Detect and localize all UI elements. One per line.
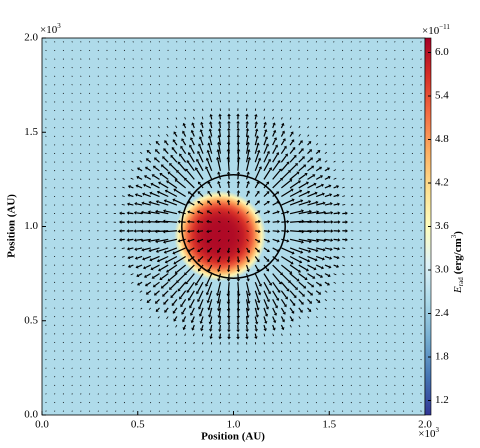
- colorbar-label: Erad(erg/cm3): [450, 231, 465, 294]
- field-peak: [174, 190, 267, 282]
- front-ring: [181, 174, 286, 279]
- x-axis-label: Position (AU): [201, 431, 265, 443]
- quiver: [45, 41, 422, 412]
- x-tick-label: 0.0: [35, 419, 49, 431]
- y-tick-label: 1.0: [24, 220, 38, 232]
- x-tick-label: 1.0: [227, 419, 241, 431]
- x-tick-label: 2.0: [418, 419, 432, 431]
- y-tick-label: 2.0: [24, 32, 38, 44]
- x-tick-label: 0.5: [131, 419, 145, 431]
- y-tick-label: 0.5: [24, 314, 38, 326]
- colorbar-tick-label: 5.4: [435, 90, 449, 102]
- y-axis-label: Position (AU): [6, 194, 18, 258]
- y-tick-label: 1.5: [24, 126, 38, 138]
- multiplier: ×10−11: [422, 23, 450, 37]
- multiplier: ×103: [40, 22, 61, 36]
- colorbar-tick-label: 4.2: [435, 177, 449, 189]
- colorbar-tick-label: 3.0: [435, 264, 449, 276]
- colorbar-tick-label: 6.0: [435, 46, 449, 58]
- colorbar-tick-label: 3.6: [435, 220, 449, 232]
- colorbar-tick-label: 1.2: [435, 394, 449, 406]
- y-tick-label: 0.0: [24, 409, 38, 421]
- colorbar-tick-label: 4.8: [435, 133, 449, 145]
- colorbar-tick-label: 2.4: [435, 307, 449, 319]
- x-tick-label: 1.5: [322, 419, 336, 431]
- multiplier: ×103: [418, 426, 439, 440]
- colorbar-tick-label: 1.8: [435, 351, 449, 363]
